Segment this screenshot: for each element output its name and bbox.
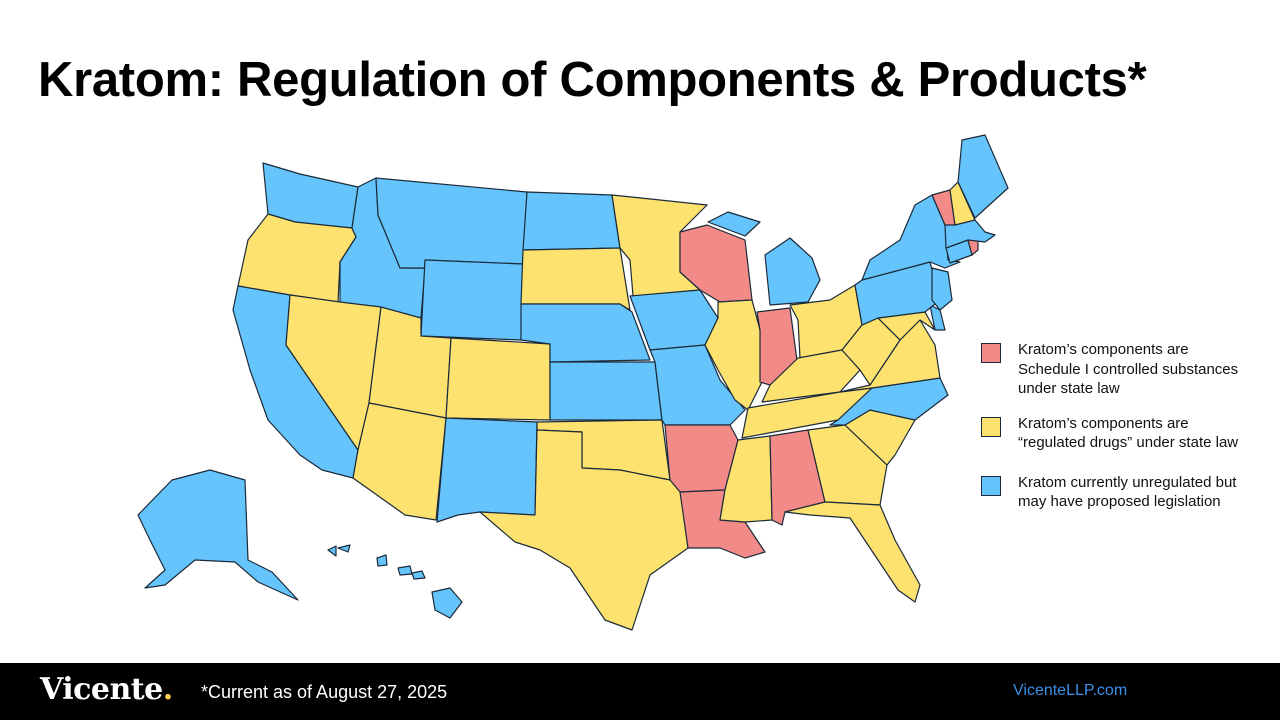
page-title: Kratom: Regulation of Components & Produ…: [38, 53, 1147, 107]
legend-swatch-regulated: [981, 416, 1001, 437]
state-me[interactable]: [957, 134, 1009, 219]
state-ks[interactable]: [549, 361, 663, 421]
state-nm[interactable]: [436, 417, 538, 523]
legend-label-schedule1: Kratom’s components are Schedule I contr…: [1018, 341, 1239, 397]
website-link[interactable]: VicenteLLP.com: [1013, 682, 1128, 699]
state-mi[interactable]: [707, 211, 821, 306]
state-or[interactable]: [237, 213, 357, 303]
vicente-logo: Vicente.: [40, 672, 173, 707]
legend-swatch-unregulated: [981, 475, 1001, 496]
state-il[interactable]: [704, 299, 763, 411]
state-fl[interactable]: [784, 501, 921, 603]
state-nh[interactable]: [949, 181, 976, 226]
state-nj[interactable]: [931, 267, 953, 311]
state-sd[interactable]: [520, 247, 631, 311]
legend-item-regulated: Kratom’s components are “regulated drugs…: [981, 414, 1251, 458]
state-hi[interactable]: [327, 544, 463, 619]
legend-label-unregulated: Kratom currently unregulated but may hav…: [1018, 473, 1237, 511]
legend-item-unregulated: Kratom currently unregulated but may hav…: [981, 473, 1251, 517]
state-tx[interactable]: [479, 429, 689, 631]
state-ak[interactable]: [137, 469, 299, 601]
footnote: *Current as of August 27, 2025: [201, 682, 448, 702]
state-mt[interactable]: [375, 177, 528, 269]
legend-item-schedule1: Kratom’s components are Schedule I contr…: [981, 340, 1251, 399]
state-ma[interactable]: [944, 219, 996, 249]
state-ne[interactable]: [520, 303, 651, 363]
logo-dot: .: [162, 672, 173, 707]
us-map: [137, 134, 1009, 631]
legend-label-regulated: Kratom’s components are “regulated drugs…: [1018, 414, 1239, 452]
footer-bar: Vicente. *Current as of August 27, 2025 …: [0, 663, 1280, 720]
state-ga[interactable]: [807, 424, 888, 506]
state-de[interactable]: [929, 304, 946, 331]
map-legend: Kratom’s components are Schedule I contr…: [981, 340, 1251, 532]
state-az[interactable]: [352, 402, 447, 521]
state-nd[interactable]: [522, 191, 621, 251]
state-co[interactable]: [445, 337, 551, 421]
legend-swatch-schedule1: [981, 343, 1001, 363]
logo-text: Vicente: [40, 672, 163, 707]
state-wy[interactable]: [420, 259, 524, 341]
